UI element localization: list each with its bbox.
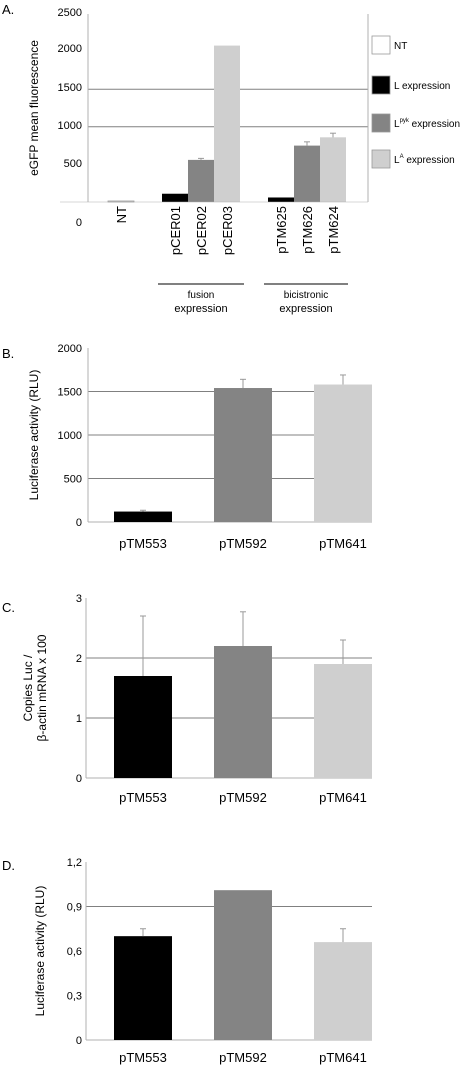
category-label: pTM553 [119, 790, 167, 805]
legend-swatch [371, 113, 391, 133]
legend-swatch [371, 149, 391, 169]
legend-label-suffix: expression [409, 119, 460, 130]
y-tick-label: 500 [64, 474, 82, 486]
category-label: pTM625 [274, 206, 289, 254]
bar [214, 890, 272, 1040]
legend-label: LA expression [394, 154, 455, 166]
bar [314, 384, 372, 522]
y-axis-title-line1: Copies Luc / [21, 654, 35, 721]
legend-label-superscript: pyk [400, 118, 410, 124]
y-tick-label: 2500 [58, 7, 82, 19]
y-axis-title-line2: β-actin mRNA x 100 [35, 634, 49, 741]
bar [320, 137, 346, 202]
y-tick-label: 0,3 [67, 991, 82, 1003]
bar [114, 936, 172, 1040]
y-tick-label: 1 [76, 713, 82, 725]
y-axis-title: eGFP mean fluorescence [27, 40, 41, 176]
category-label: NT [114, 206, 129, 223]
legend-label-superscript: A [400, 154, 404, 160]
category-label: pCER02 [194, 206, 209, 255]
legend-label-main: L [394, 119, 400, 130]
category-label: pCER01 [168, 206, 183, 255]
panel-b-chart: B. 0 500 1000 1500 2000 Luciferase activity (R… [2, 343, 372, 551]
category-label: pTM641 [319, 1050, 367, 1065]
y-tick-label: 3 [76, 593, 82, 605]
group-label-line2: expression [174, 303, 227, 315]
bar [314, 942, 372, 1040]
bar [314, 664, 372, 778]
panel-c-chart: C. 0 1 2 3 Copies Luc / β-actin mRNA x 100 pTM5… [2, 593, 372, 805]
panel-d-chart: D. 0 0,3 0,6 0,9 1,2 Luciferase activity (RLU)… [2, 857, 372, 1065]
category-label: pTM592 [219, 1050, 267, 1065]
legend-label-suffix: expression [404, 155, 455, 166]
bar [188, 159, 214, 202]
bar [214, 45, 240, 202]
y-tick-label: 2000 [58, 43, 82, 55]
category-label: pTM641 [319, 536, 367, 551]
legend-label-main: L [394, 155, 400, 166]
legend-label-main: NT [394, 41, 407, 52]
y-tick-label: 1500 [58, 387, 82, 399]
category-label: pTM641 [319, 790, 367, 805]
bar [294, 145, 320, 202]
y-tick-label: 500 [64, 158, 82, 170]
y-tick-label: 0 [76, 773, 82, 785]
y-tick-label: 1,2 [67, 857, 82, 869]
category-label: pTM626 [300, 206, 315, 254]
y-tick-label: 0 [76, 517, 82, 529]
category-label: pTM592 [219, 790, 267, 805]
y-tick-label: 1500 [58, 82, 82, 94]
panel-label: A. [2, 2, 14, 17]
bar [162, 193, 188, 202]
y-tick-label: 0 [76, 217, 82, 229]
bar [214, 646, 272, 778]
y-tick-label: 0 [76, 1035, 82, 1047]
y-axis-title: Luciferase activity (RLU) [33, 886, 47, 1017]
panel-a-chart: A. 0 500 1000 1500 2000 2500 eGFP mean fluoresc… [2, 2, 460, 315]
y-tick-label: 0,6 [67, 946, 82, 958]
y-tick-label: 2000 [58, 343, 82, 355]
y-tick-label: 1000 [58, 430, 82, 442]
bar [268, 197, 294, 202]
legend-label: NT [394, 41, 407, 52]
category-label: pTM592 [219, 536, 267, 551]
y-tick-label: 1000 [58, 120, 82, 132]
group-label-line1: fusion [188, 290, 215, 301]
y-tick-label: 2 [76, 653, 82, 665]
category-label: pTM553 [119, 536, 167, 551]
panel-label: C. [2, 600, 15, 615]
group-label-line2: expression [279, 303, 332, 315]
y-axis-title: Luciferase activity (RLU) [27, 370, 41, 501]
category-label: pCER03 [220, 206, 235, 255]
y-tick-label: 0,9 [67, 902, 82, 914]
panel-label: D. [2, 858, 15, 873]
group-label-line1: bicistronic [284, 290, 328, 301]
legend-label: Lpyk expression [394, 118, 460, 130]
legend-swatch [371, 75, 391, 95]
panel-label: B. [2, 346, 14, 361]
legend-label: L expression [394, 81, 450, 92]
bar [114, 676, 172, 778]
category-label: pTM553 [119, 1050, 167, 1065]
bar [214, 388, 272, 522]
bar [114, 511, 172, 522]
legend-swatch [371, 35, 391, 55]
category-label: pTM624 [326, 206, 341, 254]
legend-label-main: L expression [394, 81, 450, 92]
